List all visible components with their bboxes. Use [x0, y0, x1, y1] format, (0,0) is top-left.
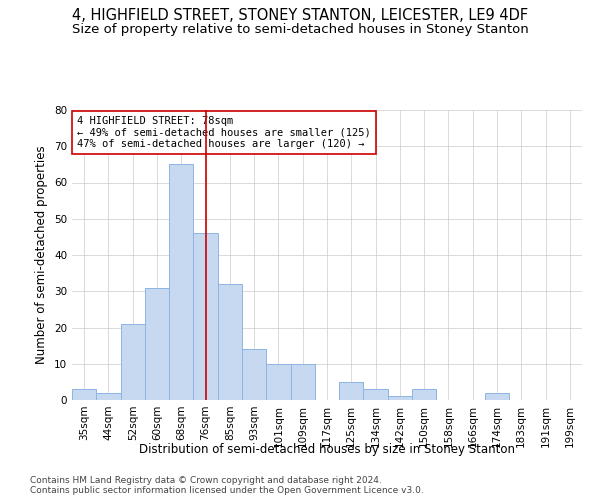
Text: Distribution of semi-detached houses by size in Stoney Stanton: Distribution of semi-detached houses by …: [139, 442, 515, 456]
Bar: [96, 393, 121, 400]
Bar: [121, 324, 145, 400]
Bar: [364, 389, 388, 400]
Y-axis label: Number of semi-detached properties: Number of semi-detached properties: [35, 146, 49, 364]
Bar: [388, 396, 412, 400]
Text: Contains HM Land Registry data © Crown copyright and database right 2024.
Contai: Contains HM Land Registry data © Crown c…: [30, 476, 424, 495]
Bar: [242, 349, 266, 400]
Text: 4, HIGHFIELD STREET, STONEY STANTON, LEICESTER, LE9 4DF: 4, HIGHFIELD STREET, STONEY STANTON, LEI…: [72, 8, 528, 22]
Text: 4 HIGHFIELD STREET: 78sqm
← 49% of semi-detached houses are smaller (125)
47% of: 4 HIGHFIELD STREET: 78sqm ← 49% of semi-…: [77, 116, 371, 149]
Bar: [218, 284, 242, 400]
Bar: [266, 364, 290, 400]
Text: Size of property relative to semi-detached houses in Stoney Stanton: Size of property relative to semi-detach…: [71, 22, 529, 36]
Bar: [412, 389, 436, 400]
Bar: [145, 288, 169, 400]
Bar: [485, 393, 509, 400]
Bar: [169, 164, 193, 400]
Bar: [193, 233, 218, 400]
Bar: [72, 389, 96, 400]
Bar: [339, 382, 364, 400]
Bar: [290, 364, 315, 400]
